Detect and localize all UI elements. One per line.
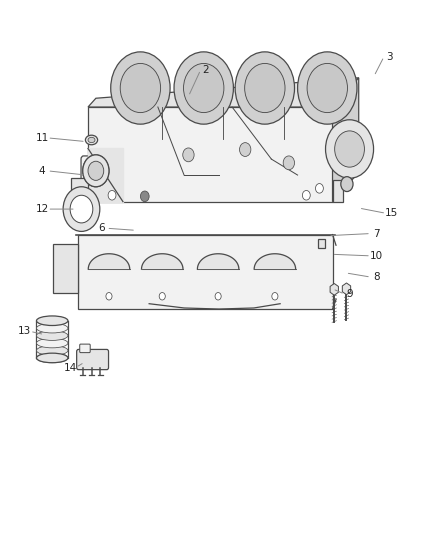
Circle shape — [315, 183, 323, 193]
Circle shape — [174, 52, 233, 124]
Circle shape — [245, 63, 285, 112]
Ellipse shape — [85, 135, 98, 145]
Polygon shape — [332, 180, 343, 201]
Ellipse shape — [36, 331, 68, 341]
Circle shape — [83, 155, 109, 187]
Polygon shape — [88, 149, 123, 201]
FancyBboxPatch shape — [80, 344, 90, 353]
Circle shape — [307, 63, 347, 112]
Text: 3: 3 — [386, 52, 392, 61]
Circle shape — [106, 293, 112, 300]
Ellipse shape — [36, 353, 68, 363]
Text: 12: 12 — [35, 204, 49, 214]
Polygon shape — [53, 244, 78, 293]
Circle shape — [283, 156, 294, 169]
Circle shape — [335, 131, 364, 167]
Circle shape — [111, 52, 170, 124]
Circle shape — [341, 176, 353, 191]
Circle shape — [83, 155, 109, 187]
Polygon shape — [78, 235, 332, 309]
Circle shape — [183, 148, 194, 162]
Circle shape — [141, 191, 149, 201]
Text: 10: 10 — [370, 251, 383, 261]
Ellipse shape — [36, 353, 68, 363]
Circle shape — [325, 120, 374, 178]
Circle shape — [240, 143, 251, 157]
Ellipse shape — [36, 346, 68, 356]
FancyBboxPatch shape — [77, 350, 109, 369]
Circle shape — [120, 63, 161, 112]
Text: 9: 9 — [346, 289, 353, 299]
Circle shape — [184, 63, 224, 112]
Text: 13: 13 — [18, 326, 32, 336]
Circle shape — [63, 187, 100, 231]
Circle shape — [297, 52, 357, 124]
Text: 6: 6 — [98, 223, 104, 233]
Polygon shape — [332, 78, 359, 201]
Circle shape — [235, 52, 294, 124]
Circle shape — [88, 161, 104, 180]
Bar — [318, 239, 325, 248]
Text: 7: 7 — [373, 229, 379, 239]
Text: 4: 4 — [39, 166, 46, 176]
Polygon shape — [88, 78, 359, 107]
Text: 15: 15 — [385, 208, 398, 219]
Ellipse shape — [36, 316, 68, 326]
Text: 2: 2 — [203, 65, 209, 75]
Text: 14: 14 — [64, 362, 77, 373]
Circle shape — [272, 293, 278, 300]
Circle shape — [215, 293, 221, 300]
Text: 8: 8 — [373, 272, 379, 282]
Polygon shape — [71, 177, 88, 201]
Circle shape — [108, 190, 116, 200]
Ellipse shape — [36, 324, 68, 333]
Circle shape — [302, 190, 310, 200]
Circle shape — [159, 293, 165, 300]
Circle shape — [88, 161, 104, 180]
FancyBboxPatch shape — [81, 156, 113, 185]
Polygon shape — [88, 107, 332, 201]
Circle shape — [70, 195, 93, 223]
Text: 11: 11 — [35, 133, 49, 143]
Ellipse shape — [36, 338, 68, 348]
Ellipse shape — [88, 138, 95, 143]
